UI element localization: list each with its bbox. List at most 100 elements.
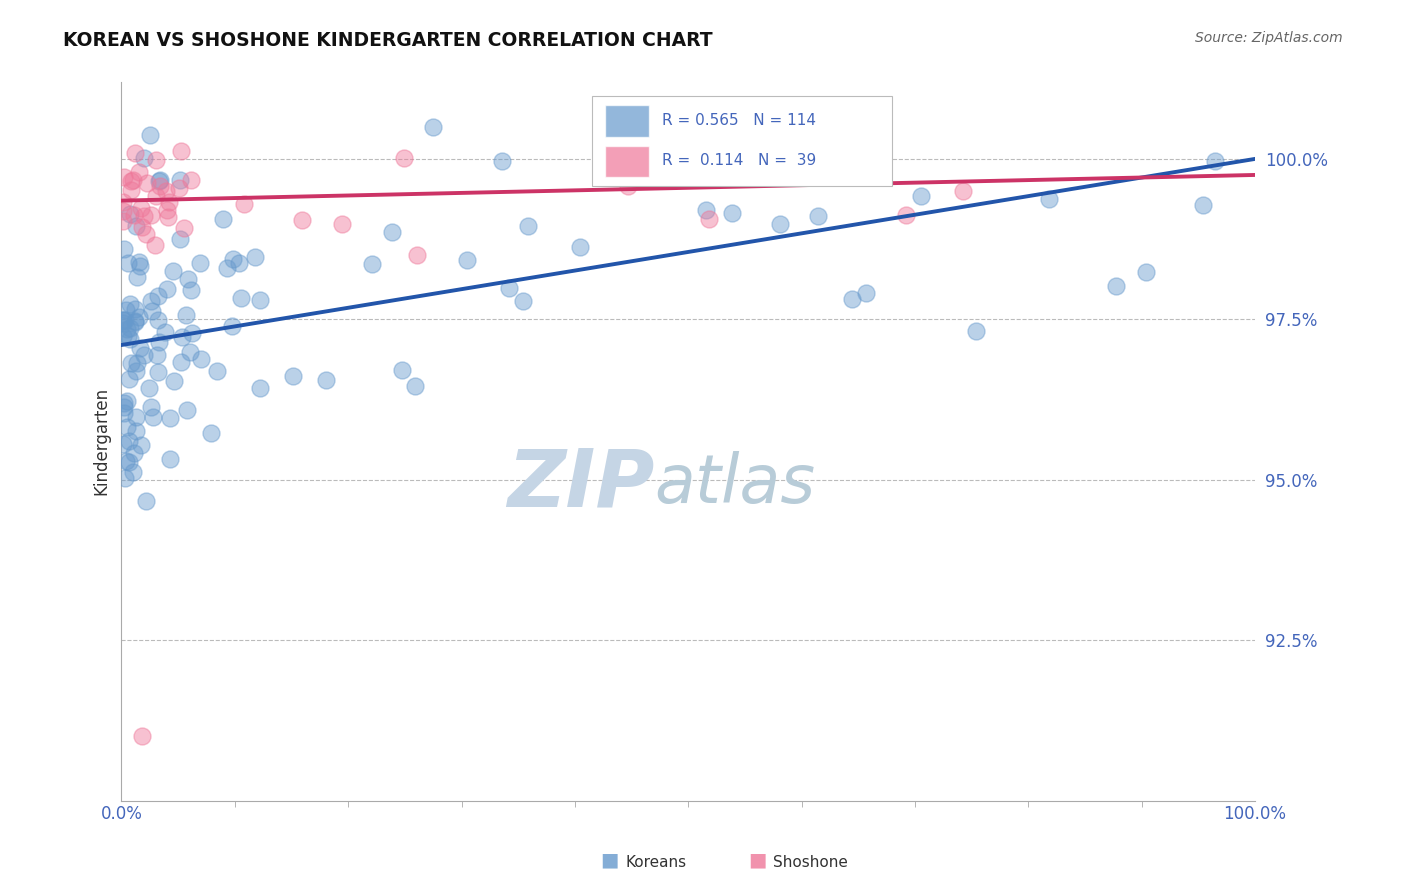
Point [516,219,538,233]
Text: ■: ■ [600,851,619,870]
Point [170,144,193,158]
Point [392,151,415,165]
Point [114,406,136,420]
Point [122,446,145,460]
Point [120,297,142,311]
Point [179,345,201,359]
Point [153,325,176,339]
Point [215,261,238,276]
Point [131,220,153,235]
Point [695,202,717,217]
Point [111,204,134,219]
Point [391,363,413,377]
Point [159,411,181,425]
Point [124,145,146,160]
Point [818,150,841,164]
Point [124,314,146,328]
Point [173,220,195,235]
Point [125,219,148,233]
Point [249,293,271,308]
Point [117,393,139,408]
Point [855,286,877,301]
Point [361,257,384,271]
Point [456,252,478,267]
Point [145,153,167,168]
Point [155,184,177,198]
Point [491,154,513,169]
Point [131,730,153,744]
Point [142,409,165,424]
Point [721,205,744,219]
Point [156,203,179,218]
Point [141,304,163,318]
Y-axis label: Kindergarten: Kindergarten [93,387,110,495]
Text: Shoshone: Shoshone [773,855,848,870]
Point [283,369,305,384]
Point [114,313,136,327]
Point [122,208,145,222]
Point [117,328,139,343]
Point [139,128,162,142]
Point [163,374,186,388]
Point [149,178,172,193]
Point [807,209,830,223]
Point [135,494,157,508]
Point [169,232,191,246]
Point [143,238,166,252]
Point [381,225,404,239]
Point [146,289,169,303]
Text: R = 0.565   N = 114: R = 0.565 N = 114 [662,113,815,128]
Point [111,194,134,209]
Point [118,207,141,221]
Point [146,313,169,327]
Point [118,372,141,386]
Point [120,332,142,346]
Point [952,185,974,199]
Point [125,364,148,378]
Point [128,310,150,325]
Point [135,227,157,242]
Point [180,172,202,186]
Point [167,181,190,195]
Point [118,455,141,469]
Text: ■: ■ [748,851,766,870]
Point [148,334,170,349]
Point [111,437,134,451]
Point [211,212,233,227]
Point [125,424,148,438]
Point [139,400,162,414]
Point [132,348,155,362]
Point [169,172,191,186]
Point [243,250,266,264]
Point [174,308,197,322]
Point [1135,265,1157,279]
Point [112,316,135,330]
Point [315,373,337,387]
Point [115,419,138,434]
Point [111,214,134,228]
Point [569,239,592,253]
Point [114,471,136,485]
FancyBboxPatch shape [592,96,893,186]
Point [159,452,181,467]
Point [1204,153,1226,168]
Text: ZIP: ZIP [506,445,654,524]
Point [112,170,135,185]
Point [112,312,135,326]
Point [157,195,180,210]
Point [120,321,142,335]
Point [190,352,212,367]
Point [596,150,619,164]
Point [1038,192,1060,206]
Point [120,183,142,197]
Point [138,381,160,395]
Point [512,294,534,309]
Point [122,466,145,480]
Point [120,174,142,188]
Point [1191,198,1213,212]
Point [112,242,135,256]
Text: Source: ZipAtlas.com: Source: ZipAtlas.com [1195,31,1343,45]
Text: Koreans: Koreans [626,855,686,870]
Point [112,401,135,415]
Point [111,313,134,327]
